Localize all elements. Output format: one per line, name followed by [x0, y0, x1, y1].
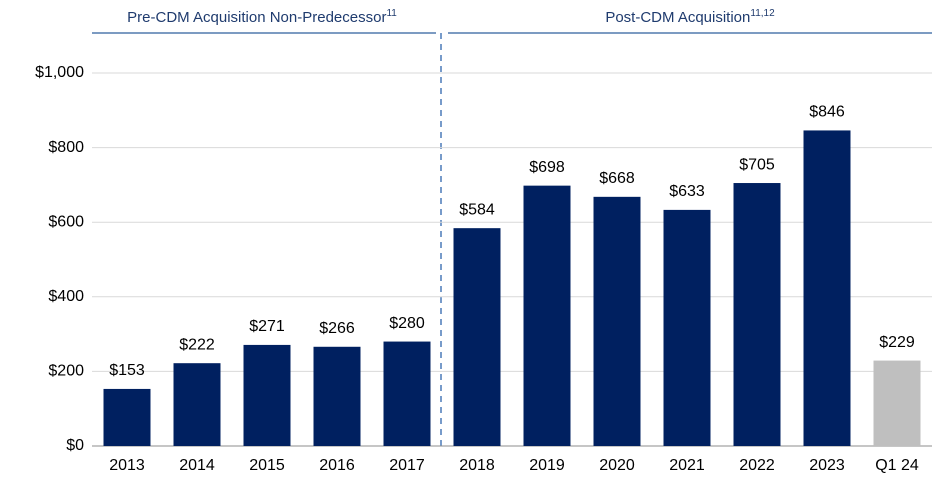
data-label: $668 [599, 170, 635, 187]
data-label: $271 [249, 318, 285, 335]
x-tick-label: 2019 [529, 457, 565, 474]
data-label: $705 [739, 156, 775, 173]
x-tick-label: 2018 [459, 457, 495, 474]
header-text: Pre-CDM Acquisition Non-Predecessor [127, 9, 386, 26]
header: Pre-CDM Acquisition Non-Predecessor11 [127, 8, 397, 26]
data-label: $280 [389, 315, 425, 332]
x-tick-label: 2023 [809, 457, 845, 474]
bar [243, 344, 291, 446]
bar [453, 228, 501, 446]
bar [313, 346, 361, 446]
y-tick-label: $800 [48, 139, 84, 156]
x-tick-label: 2013 [109, 457, 145, 474]
data-label: $633 [669, 183, 705, 200]
bar [103, 388, 151, 446]
bar [523, 185, 571, 446]
data-label: $584 [459, 201, 495, 218]
y-tick-label: $0 [66, 437, 84, 454]
data-label: $266 [319, 320, 355, 337]
header-superscript: 11,12 [750, 8, 775, 19]
x-tick-label: 2022 [739, 457, 775, 474]
bar [173, 363, 221, 446]
bar [873, 360, 921, 446]
y-tick-label: $1,000 [35, 64, 84, 81]
header: Post-CDM Acquisition11,12 [605, 8, 775, 26]
header-text: Post-CDM Acquisition [605, 9, 750, 26]
x-tick-label: 2017 [389, 457, 425, 474]
bar [593, 196, 641, 446]
y-tick-label: $600 [48, 213, 84, 230]
data-label: $222 [179, 336, 215, 353]
bar [733, 183, 781, 446]
y-tick-label: $400 [48, 288, 84, 305]
data-label: $846 [809, 104, 845, 121]
bar [663, 209, 711, 446]
bar [803, 130, 851, 446]
data-label: $698 [529, 159, 565, 176]
data-label: $229 [879, 334, 915, 351]
data-label: $153 [109, 362, 145, 379]
x-tick-label: 2016 [319, 457, 355, 474]
x-tick-label: 2020 [599, 457, 635, 474]
x-tick-label: Q1 24 [875, 457, 919, 474]
bar [383, 341, 431, 446]
x-tick-label: 2014 [179, 457, 215, 474]
header-superscript: 11 [386, 8, 397, 19]
x-tick-label: 2015 [249, 457, 285, 474]
x-tick-label: 2021 [669, 457, 705, 474]
y-tick-label: $200 [48, 363, 84, 380]
